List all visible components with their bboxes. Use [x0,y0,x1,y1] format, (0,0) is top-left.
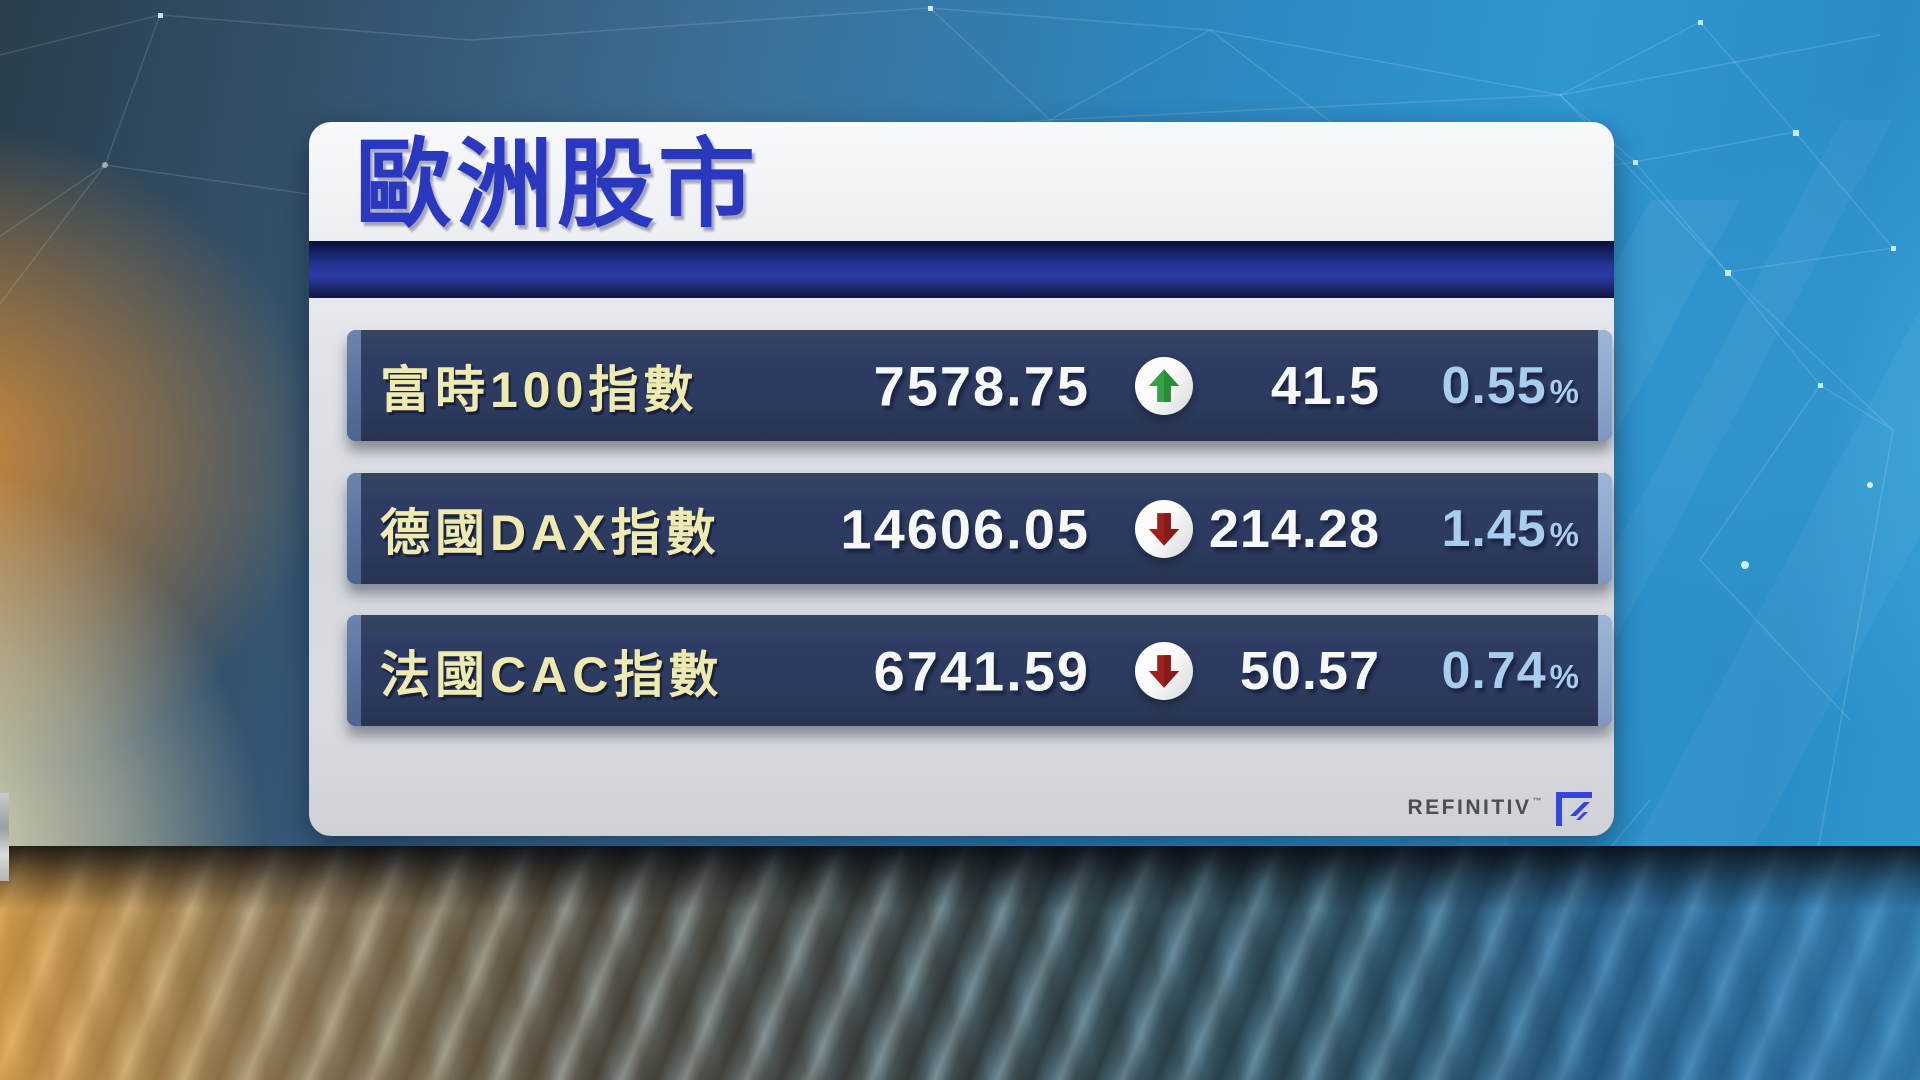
row-left-strip [347,473,361,584]
stock-data-panel: 歐洲股市 富時100指數 7578.75 41.5 0.55% 德國DAX指數 … [309,122,1614,836]
down-arrow-icon [1135,499,1193,558]
left-edge-fragment [0,793,9,881]
wave-pattern-band [0,846,1920,1080]
row-right-strip [1598,473,1612,584]
percent-cell: 0.55% [1441,356,1579,416]
wave-top-shadow [0,846,1920,910]
row-right-strip [1598,615,1612,726]
percent-sign: % [1549,515,1579,553]
table-row: 法國CAC指數 6741.59 50.57 0.74% [347,615,1612,726]
index-name-label: 德國DAX指數 [380,504,721,561]
brand-attribution: REFINITIV™ [1407,788,1594,828]
change-value: 50.57 [1239,640,1380,701]
change-value: 214.28 [1208,498,1380,559]
percent-sign: % [1549,657,1579,695]
down-arrow-icon [1135,641,1193,700]
trademark-mark: ™ [1532,796,1544,806]
percent-value: 1.45 [1441,499,1547,558]
percent-cell: 0.74% [1441,641,1579,701]
index-value: 7578.75 [873,354,1090,417]
percent-cell: 1.45% [1441,499,1579,559]
row-left-strip [347,330,361,441]
percent-sign: % [1549,372,1579,410]
page-title: 歐洲股市 [355,130,759,239]
row-right-strip [1598,330,1612,441]
percent-value: 0.74 [1441,641,1547,700]
index-name-label: 富時100指數 [380,361,699,418]
table-row: 德國DAX指數 14606.05 214.28 1.45% [347,473,1612,584]
index-name-label: 法國CAC指數 [380,646,724,703]
percent-value: 0.55 [1441,356,1547,415]
index-value: 6741.59 [873,639,1090,702]
brand-name: REFINITIV [1407,796,1532,819]
refinitiv-logo-icon [1556,792,1592,826]
row-left-strip [347,615,361,726]
up-arrow-icon [1135,356,1193,415]
title-underline-band [309,241,1614,298]
change-value: 41.5 [1270,355,1380,416]
table-row: 富時100指數 7578.75 41.5 0.55% [347,330,1612,441]
index-value: 14606.05 [840,497,1090,560]
